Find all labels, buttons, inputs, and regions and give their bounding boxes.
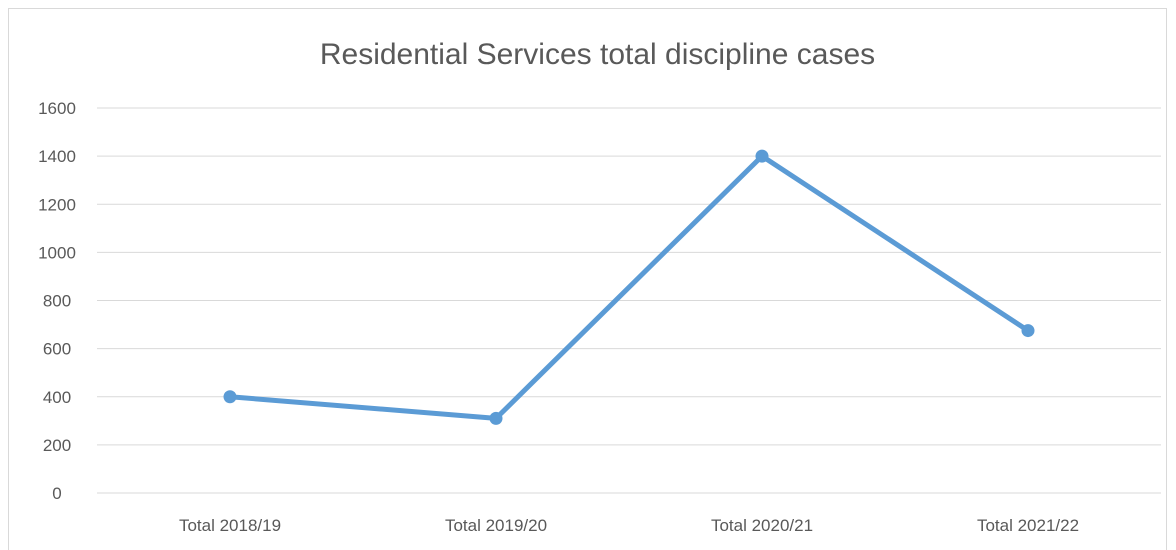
y-tick-label: 1200 [38, 195, 76, 214]
y-tick-label: 800 [43, 292, 71, 311]
series-layer [223, 149, 1035, 425]
data-point [489, 411, 503, 425]
chart-title: Residential Services total discipline ca… [319, 38, 876, 71]
y-tick-label: 1000 [38, 243, 76, 262]
gridlines [97, 107, 1161, 494]
y-tick-label: 1600 [38, 99, 76, 118]
x-tick-label: Total 2019/20 [445, 516, 547, 535]
data-point [1021, 324, 1035, 338]
y-tick-label: 600 [43, 340, 71, 359]
x-tick-label: Total 2018/19 [179, 516, 281, 535]
series-line [227, 153, 1031, 421]
data-point [223, 390, 237, 404]
y-tick-label: 400 [43, 388, 71, 407]
y-tick-label: 1400 [38, 147, 76, 166]
y-tick-label: 200 [43, 436, 71, 455]
data-point [755, 149, 769, 163]
y-axis-ticks: 0 200 400 600 800 1000 1200 1400 1600 [38, 99, 76, 503]
x-tick-label: Total 2021/22 [977, 516, 1079, 535]
x-tick-label: Total 2020/21 [711, 516, 813, 535]
x-axis-ticks: Total 2018/19 Total 2019/20 Total 2020/21 T… [179, 516, 1079, 535]
chart-frame [8, 8, 1167, 550]
y-tick-label: 0 [52, 484, 61, 503]
